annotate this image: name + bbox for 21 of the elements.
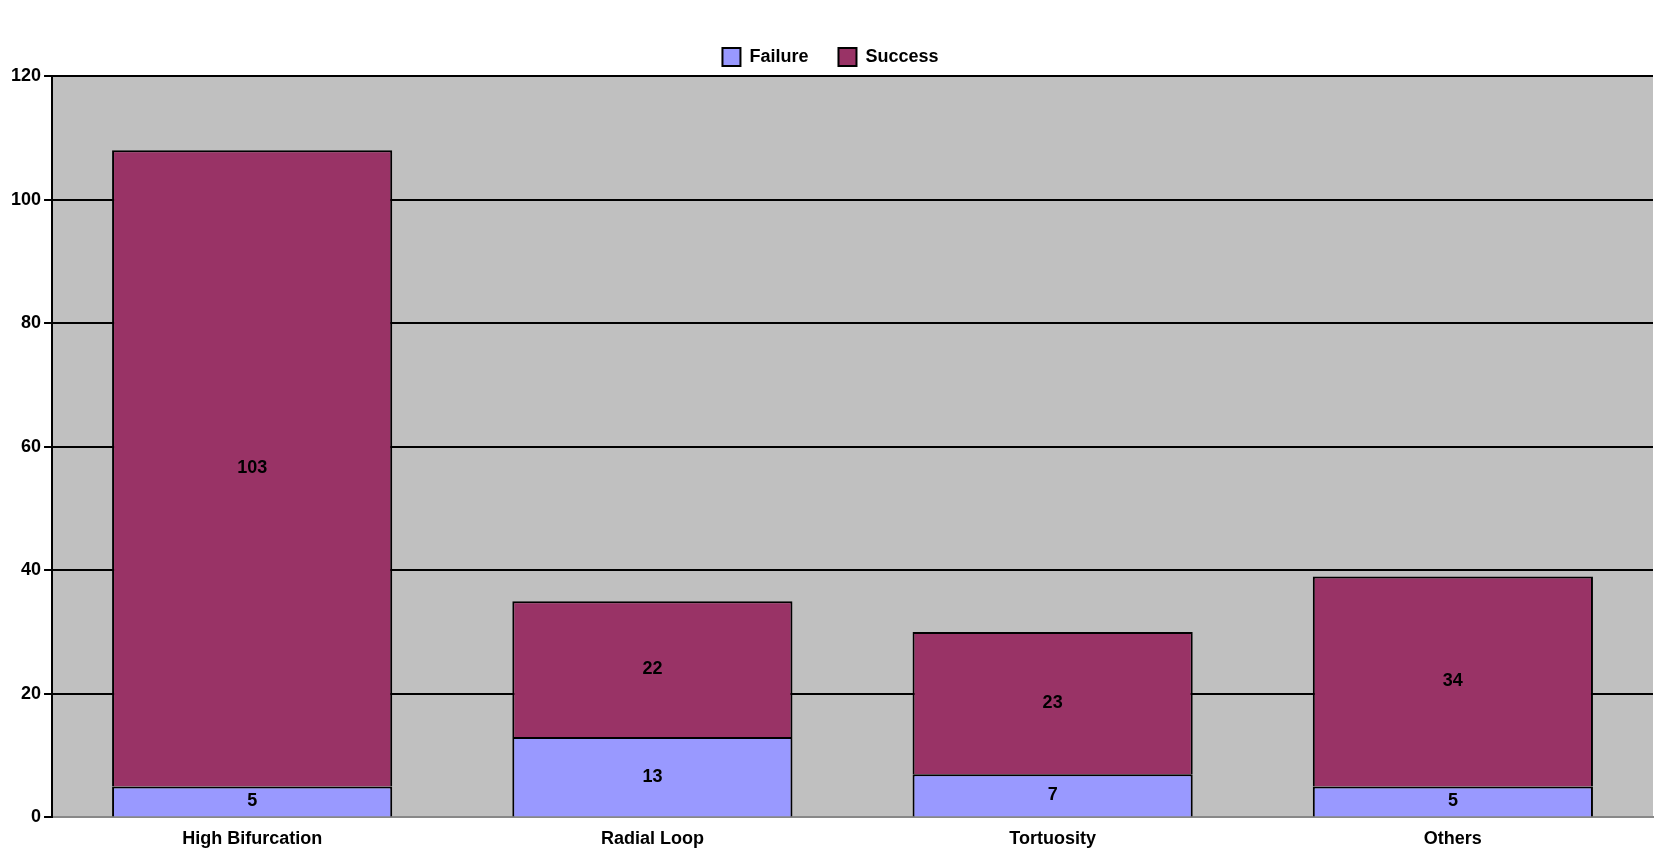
y-tick-label: 100	[10, 188, 42, 209]
x-tick-label: High Bifurcation	[182, 828, 323, 849]
y-tick-label: 120	[10, 64, 42, 85]
y-tick-label: 40	[21, 559, 42, 580]
data-label: 23	[1042, 692, 1063, 713]
data-label: 103	[237, 457, 268, 478]
y-tick-label: 20	[21, 682, 42, 703]
data-label: 5	[247, 790, 258, 811]
data-label: 5	[1447, 790, 1458, 811]
y-tick-label: 0	[31, 806, 42, 827]
data-label: 7	[1047, 784, 1058, 805]
x-tick-label: Tortuosity	[1009, 828, 1096, 849]
y-tick-label: 60	[21, 435, 42, 456]
y-tick-label: 80	[21, 312, 42, 333]
x-tick-label: Radial Loop	[600, 828, 704, 849]
legend-label: Failure	[749, 45, 809, 66]
data-label: 34	[1442, 670, 1463, 691]
data-label: 22	[642, 658, 663, 679]
x-tick-label: Others	[1423, 828, 1482, 849]
data-label: 13	[642, 765, 663, 786]
legend-label: Success	[865, 45, 939, 66]
